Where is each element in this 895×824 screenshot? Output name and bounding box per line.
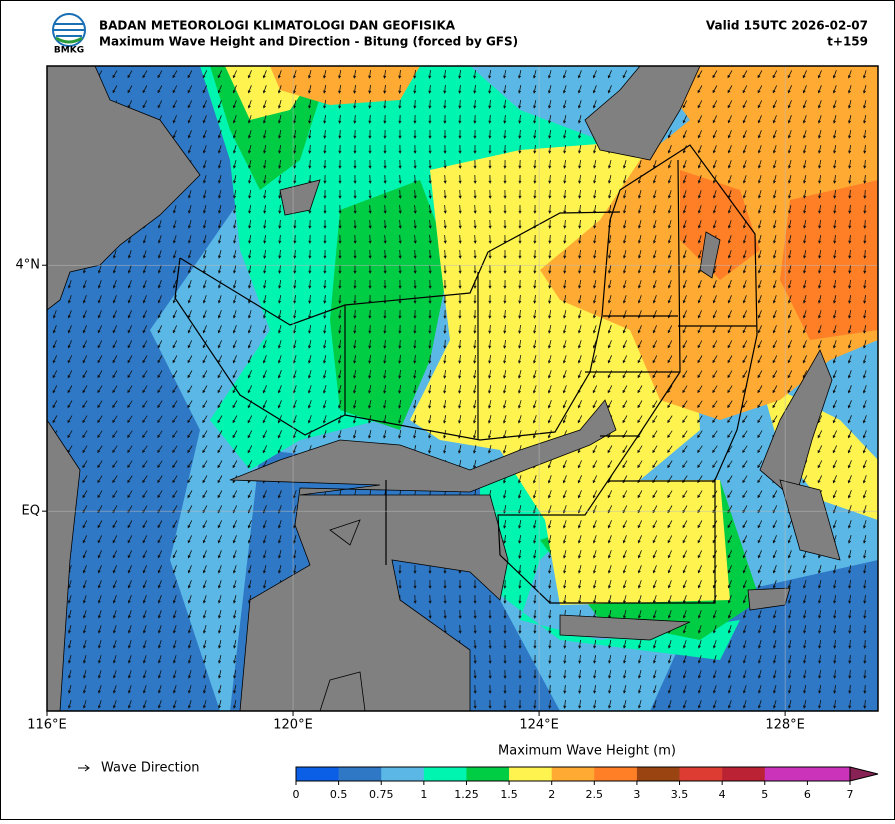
colorbar-swatch	[381, 767, 425, 781]
lead-time: t+159	[827, 35, 868, 49]
logo: BMKG	[52, 13, 86, 56]
colorbar-tick-label: 1.25	[454, 788, 479, 801]
agency-title: BADAN METEOROLOGI KLIMATOLOGI DAN GEOFIS…	[99, 19, 456, 33]
colorbar-swatch	[509, 767, 552, 781]
axis-ticks: 116°E 120°E 124°E 128°E 4°N EQ	[16, 258, 805, 733]
y-tick-label: 4°N	[16, 258, 41, 273]
colorbar: 0 0.5 0.75 1 1.25 1.5 2 2.5 3 3.5 4 5 6 7	[293, 766, 879, 801]
colorbar-swatch	[296, 767, 339, 781]
map-border	[46, 65, 879, 712]
map	[47, 66, 878, 711]
map-subtitle: Maximum Wave Height and Direction - Bitu…	[99, 35, 518, 49]
colorbar-swatch	[594, 767, 638, 781]
colorbar-tick-label: 7	[847, 788, 854, 801]
legend-label: Wave Direction	[101, 761, 200, 776]
colorbar-swatch	[722, 767, 766, 781]
x-tick-label: 128°E	[765, 718, 805, 733]
colorbar-tick-label: 0.5	[330, 788, 348, 801]
y-tick-label: EQ	[22, 504, 40, 519]
colorbar-swatch	[551, 767, 595, 781]
colorbar-tick-label: 1	[420, 788, 427, 801]
x-tick-label: 120°E	[273, 718, 313, 733]
colorbar-tick-label: 2	[548, 788, 555, 801]
colorbar-tick-label: 4	[719, 788, 726, 801]
colorbar-tick-label: 3.5	[671, 788, 689, 801]
forecast-zones	[174, 144, 758, 604]
logo-text: BMKG	[54, 46, 84, 56]
colorbar-swatch	[338, 767, 382, 781]
colorbar-swatch	[423, 767, 467, 781]
colorbar-swatch	[679, 767, 723, 781]
colorbar-tick-label: 3	[633, 788, 640, 801]
land	[47, 66, 841, 711]
colorbar-tick-label: 1.5	[500, 788, 518, 801]
colorbar-outline	[295, 766, 851, 782]
colorbar-swatch	[764, 767, 808, 781]
colorbar-tick-label: 2.5	[586, 788, 604, 801]
colorbar-tick-label: 0	[293, 788, 300, 801]
colorbar-swatch	[466, 767, 510, 781]
x-tick-label: 116°E	[27, 718, 67, 733]
graticule	[47, 66, 878, 711]
colorbar-tick-label: 6	[804, 788, 811, 801]
legend-arrowhead	[84, 764, 90, 772]
x-tick-label: 124°E	[519, 718, 559, 733]
colorbar-tick-label: 0.75	[369, 788, 394, 801]
colorbar-swatch	[636, 767, 680, 781]
valid-time: Valid 15UTC 2026-02-07	[706, 19, 868, 33]
colorbar-title: Maximum Wave Height (m)	[498, 744, 676, 759]
colorbar-tick-label: 5	[761, 788, 768, 801]
colorbar-swatch	[807, 767, 851, 781]
